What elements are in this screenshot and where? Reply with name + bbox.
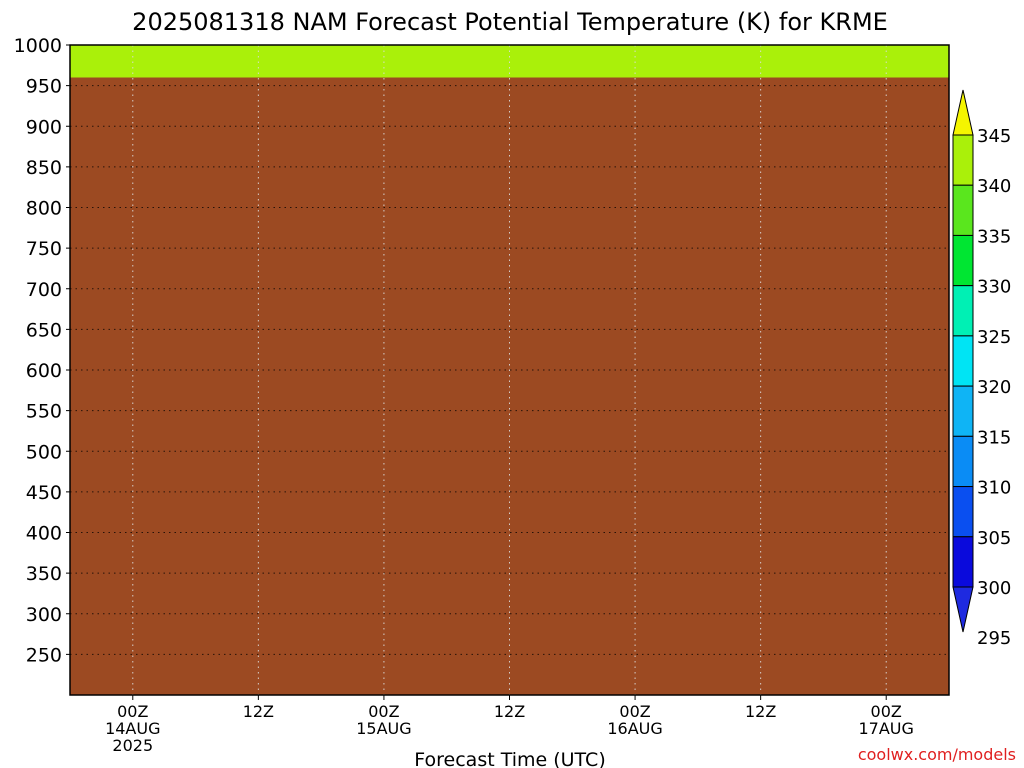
y-tick-label: 550 [26,401,62,423]
colorbar-swatch [952,335,974,387]
colorbar-label: 325 [977,327,1011,348]
y-tick-label: 950 [26,76,62,98]
y-tick-label: 600 [26,360,62,382]
colorbar-swatch [952,536,974,588]
x-tick-label: 16AUG [607,719,662,738]
colorbar-label: 320 [977,377,1011,398]
colorbar-label: 330 [977,277,1011,298]
y-tick-label: 750 [26,238,62,260]
y-tick-label: 900 [26,116,62,138]
colorbar-legend: 345 340 335 330 325 320 315 310 305 300 295 [952,89,1011,649]
x-tick-label: 00Z [871,702,902,721]
colorbar-label: 345 [977,126,1011,147]
x-tick-label: 00Z [368,702,399,721]
y-tick-label: 350 [26,563,62,585]
y-tick-label: 250 [26,644,62,666]
y-tick-label: 850 [26,157,62,179]
colorbar-label: 315 [977,427,1011,448]
colorbar-swatch [952,285,974,337]
credit-label: coolwx.com/models [858,745,1016,764]
colorbar-swatch [952,184,974,236]
y-tick-label: 1000 [14,35,62,57]
colorbar-label: 305 [977,528,1011,549]
y-tick-label: 300 [26,604,62,626]
colorbar-bottom-triangle [952,586,974,633]
x-tick-label: 2025 [112,736,153,755]
colorbar-swatch [952,486,974,538]
colorbar-swatch [952,435,974,488]
colorbar-label: 295 [977,628,1011,649]
y-tick-label: 450 [26,482,62,504]
colorbar-label: 300 [977,578,1011,599]
colorbar-top-triangle [952,89,974,136]
colorbar-label: 340 [977,176,1011,197]
x-tick-label: 17AUG [859,719,914,738]
y-tick-label: 700 [26,279,62,301]
y-tick-label: 650 [26,319,62,341]
colorbar-swatch [952,134,974,186]
y-tick-label: 800 [26,198,62,220]
chart-title: 2025081318 NAM Forecast Potential Temper… [132,8,888,36]
colorbar-swatch [952,234,974,287]
colorbar-label: 335 [977,226,1011,247]
x-tick-label: 00Z [619,702,650,721]
y-tick-label: 400 [26,523,62,545]
colorbar-label: 310 [977,478,1011,499]
colorbar-swatch [952,385,974,437]
x-axis-title: Forecast Time (UTC) [414,749,605,768]
x-tick-label: 12Z [745,702,776,721]
y-axis-pressure-labels: 250 300 350 400 450 500 550 600 650 700 750 800 850 9… [14,35,70,666]
x-tick-label: 12Z [243,702,274,721]
x-tick-label: 14AUG [105,719,160,738]
x-tick-label: 12Z [494,702,525,721]
y-tick-label: 500 [26,441,62,463]
x-tick-label: 15AUG [356,719,411,738]
x-tick-label: 00Z [117,702,148,721]
